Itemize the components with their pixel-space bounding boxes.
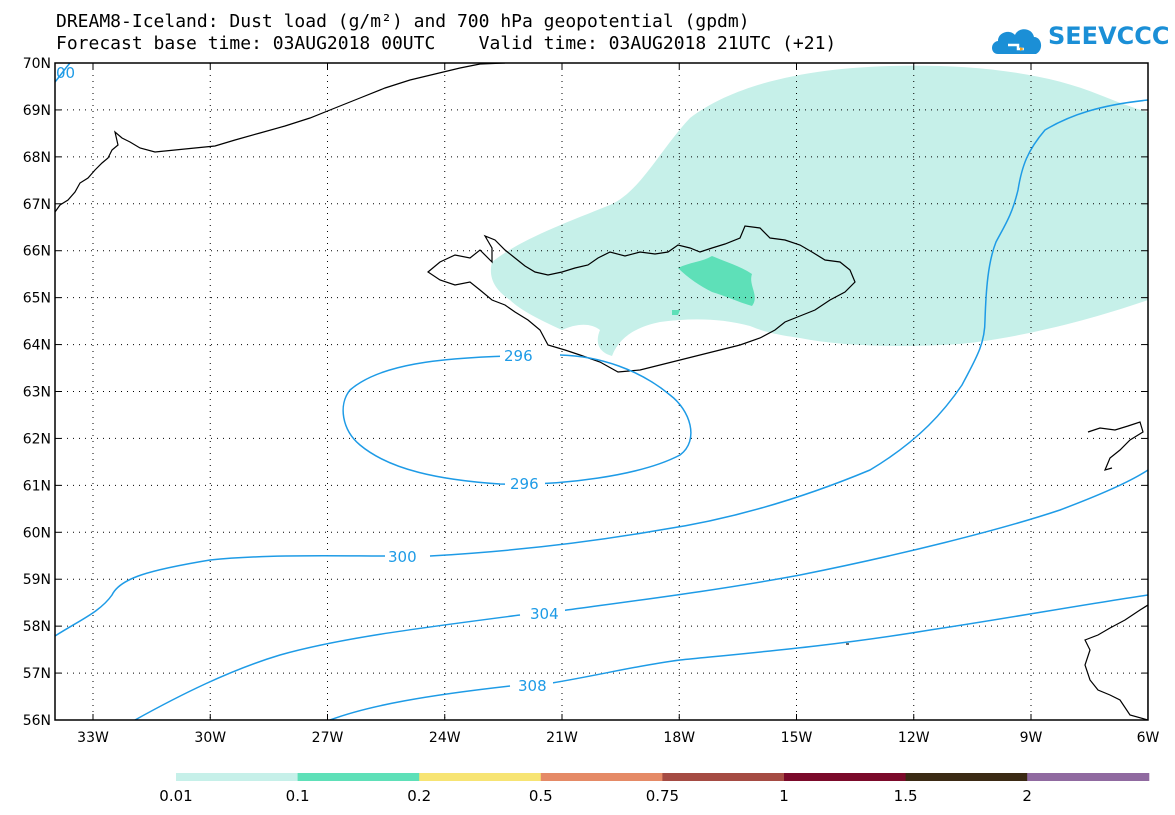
logo-text: SEEVCCC [1048, 22, 1170, 50]
lat-label-65N: 65N [23, 291, 51, 307]
iceland-coast [426, 225, 856, 373]
colorbar-swatch-4 [540, 773, 663, 781]
colorbar [176, 773, 1150, 781]
contour-label-304: 304 [530, 605, 559, 623]
colorbar-label-1.5: 1.5 [894, 787, 918, 805]
lat-label-69N: 69N [23, 103, 51, 119]
colorbar-swatch-5 [662, 773, 785, 781]
contour-label-partial: 00 [56, 64, 75, 82]
dust-layer [490, 65, 1148, 357]
colorbar-label-1: 1 [779, 787, 789, 805]
colorbar-label-0.2: 0.2 [407, 787, 431, 805]
scotland-coast [1084, 604, 1148, 720]
lat-label-61N: 61N [23, 478, 51, 494]
contour-label-300: 300 [388, 548, 417, 566]
lat-label-67N: 67N [23, 197, 51, 213]
colorbar-swatch-2 [297, 773, 420, 781]
colorbar-swatch-3 [419, 773, 542, 781]
lon-label-9W: 9W [1020, 730, 1043, 746]
map-title: DREAM8-Iceland: Dust load (g/m²) and 700… [56, 11, 750, 32]
lat-label-70N: 70N [23, 56, 51, 72]
lat-label-63N: 63N [23, 385, 51, 401]
colorbar-label-0.75: 0.75 [646, 787, 679, 805]
colorbar-label-0.1: 0.1 [286, 787, 310, 805]
lat-label-66N: 66N [23, 244, 51, 260]
lon-label-15W: 15W [781, 730, 813, 746]
contour-partial-top-left [55, 63, 71, 83]
contour-labels: 296 296 300 304 308 00 [56, 64, 565, 695]
colorbar-swatch-6 [784, 773, 907, 781]
lat-label-68N: 68N [23, 150, 51, 166]
colorbar-labels: 0.01 0.1 0.2 0.5 0.75 1 1.5 2 [159, 787, 1032, 805]
contour-label-296-north: 296 [504, 347, 533, 365]
faroe-islands [1087, 421, 1144, 471]
contour-296 [342, 354, 692, 485]
lon-label-21W: 21W [546, 730, 578, 746]
lon-label-24W: 24W [429, 730, 461, 746]
colorbar-label-2: 2 [1022, 787, 1032, 805]
coastlines [55, 63, 1148, 720]
contour-label-296-south: 296 [510, 475, 539, 493]
greenland-coast [55, 63, 506, 213]
axis-ticks [55, 62, 1149, 721]
dust-area-low [490, 65, 1148, 357]
contour-label-308: 308 [518, 677, 547, 695]
contour-300 [55, 99, 1148, 637]
lon-label-12W: 12W [898, 730, 930, 746]
colorbar-swatch-8 [1027, 773, 1150, 781]
lat-label-64N: 64N [23, 338, 51, 354]
lat-label-59N: 59N [23, 572, 51, 588]
contour-308 [329, 594, 1148, 720]
cloud-logo-icon [992, 29, 1042, 54]
dust-area-medium [678, 256, 755, 306]
lat-label-57N: 57N [23, 666, 51, 682]
contour-304 [134, 469, 1148, 720]
lon-label-6W: 6W [1137, 730, 1160, 746]
map-subtitle: Forecast base time: 03AUG2018 00UTC Vali… [56, 33, 837, 54]
lat-label-62N: 62N [23, 431, 51, 447]
colorbar-label-0.5: 0.5 [529, 787, 553, 805]
lon-label-33W: 33W [77, 730, 109, 746]
dust-area-medium-spot [672, 310, 680, 315]
longitude-labels: 33W 30W 27W 24W 21W 18W 15W 12W 9W 6W [77, 730, 1159, 746]
lon-label-18W: 18W [663, 730, 695, 746]
geopotential-contours [55, 63, 1148, 720]
lat-label-58N: 58N [23, 619, 51, 635]
colorbar-swatch-7 [905, 773, 1028, 781]
colorbar-label-0.01: 0.01 [159, 787, 192, 805]
lon-label-30W: 30W [194, 730, 226, 746]
lon-label-27W: 27W [312, 730, 344, 746]
colorbar-swatch-1 [176, 773, 299, 781]
lat-label-56N: 56N [23, 713, 51, 729]
latitude-labels: 70N 69N 68N 67N 66N 65N 64N 63N 62N 61N 60N 59N 58N 5… [23, 56, 51, 729]
lat-label-60N: 60N [23, 525, 51, 541]
